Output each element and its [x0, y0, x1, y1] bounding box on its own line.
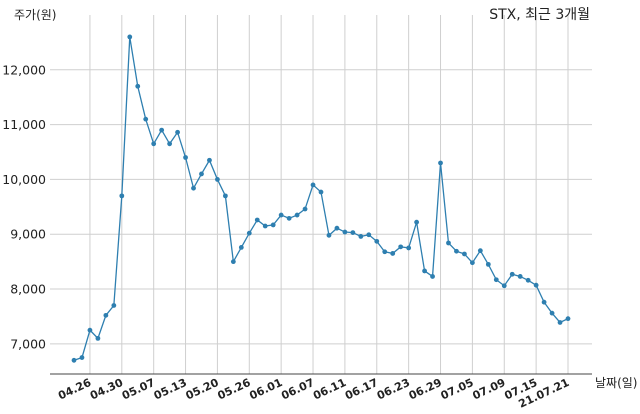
y-tick-label: 12,000 [2, 62, 46, 77]
x-tick-label: 06.17 [343, 376, 380, 402]
price-point [525, 277, 531, 283]
y-tick-label: 11,000 [2, 117, 46, 132]
price-point [477, 248, 483, 254]
y-tick-label: 10,000 [2, 172, 46, 187]
price-point [533, 282, 539, 288]
price-point [262, 223, 268, 229]
price-point [270, 222, 276, 228]
price-point [238, 244, 244, 250]
x-tick-label: 05.13 [152, 376, 189, 402]
x-tick-label: 04.26 [56, 376, 93, 403]
price-point [215, 177, 220, 182]
y-axis-label: 주가(원) [14, 8, 56, 22]
price-point [430, 274, 435, 279]
price-point [207, 157, 212, 163]
x-tick-label: 05.26 [216, 376, 253, 403]
price-point [167, 141, 173, 147]
price-point [342, 229, 348, 235]
price-point [557, 320, 563, 325]
price-point [366, 232, 372, 238]
price-point [191, 185, 196, 191]
x-tick-label: 05.20 [184, 376, 221, 403]
price-point [151, 141, 157, 147]
price-point [382, 249, 388, 255]
price-point [469, 260, 475, 266]
x-tick-label: 06.11 [311, 376, 348, 402]
price-point [462, 251, 467, 257]
price-point [79, 355, 85, 360]
x-tick-label: 06.07 [279, 376, 316, 402]
price-point [334, 225, 340, 231]
price-point [438, 160, 443, 166]
price-point [326, 232, 332, 238]
price-point [485, 261, 491, 267]
x-tick-label: 04.30 [88, 376, 125, 403]
price-point [541, 299, 547, 305]
price-point [493, 277, 499, 283]
y-tick-label: 8,000 [10, 282, 46, 297]
price-point [278, 212, 284, 218]
price-points [71, 34, 571, 363]
price-point [549, 310, 555, 316]
price-point [358, 234, 364, 239]
price-point [422, 268, 427, 274]
price-point [254, 217, 260, 223]
price-point [446, 240, 451, 246]
x-axis-label: 날짜(일) [595, 376, 637, 390]
price-point [87, 327, 93, 333]
price-point [390, 251, 396, 256]
price-point [517, 274, 523, 279]
price-point [318, 189, 324, 195]
price-point [183, 155, 188, 160]
price-point [398, 244, 404, 250]
price-point [103, 312, 109, 318]
price-point [222, 193, 228, 199]
price-point [199, 171, 204, 177]
price-point [501, 283, 507, 289]
chart-title: STX, 최근 3개월 [489, 7, 590, 23]
x-tick-label: 07.05 [439, 376, 476, 402]
x-tick-label: 06.01 [247, 376, 284, 402]
price-point [454, 248, 459, 254]
price-point [509, 271, 515, 277]
y-tick-labels: 7,000 8,000 9,000 10,000 11,000 12,000 [2, 62, 46, 351]
price-point [414, 219, 420, 225]
price-series [73, 36, 569, 361]
price-point [350, 230, 356, 235]
y-tick-label: 7,000 [10, 336, 46, 351]
price-point [71, 357, 77, 363]
price-point [294, 212, 300, 218]
price-point [230, 259, 236, 265]
x-tick-label: 05.07 [120, 376, 157, 402]
price-point [143, 116, 149, 122]
x-tick-labels: 04.2604.3005.0705.1305.2005.2606.0106.07… [56, 376, 571, 411]
gridlines [50, 15, 592, 374]
price-point [310, 182, 316, 188]
price-point [246, 230, 252, 236]
x-tick-label: 06.23 [375, 376, 412, 402]
x-tick-label: 06.29 [407, 376, 444, 402]
price-point [302, 206, 308, 212]
price-point [95, 335, 101, 341]
price-point [286, 215, 292, 221]
price-point [565, 316, 571, 322]
price-point [127, 34, 133, 40]
y-tick-label: 9,000 [10, 227, 46, 242]
price-line [73, 36, 569, 361]
price-point [135, 83, 141, 89]
price-point [111, 303, 117, 308]
price-point [159, 127, 165, 133]
x-tick-label: 07.09 [470, 376, 507, 402]
price-point [119, 193, 125, 199]
price-point [406, 245, 412, 251]
price-point [374, 238, 380, 244]
price-point [175, 129, 180, 135]
